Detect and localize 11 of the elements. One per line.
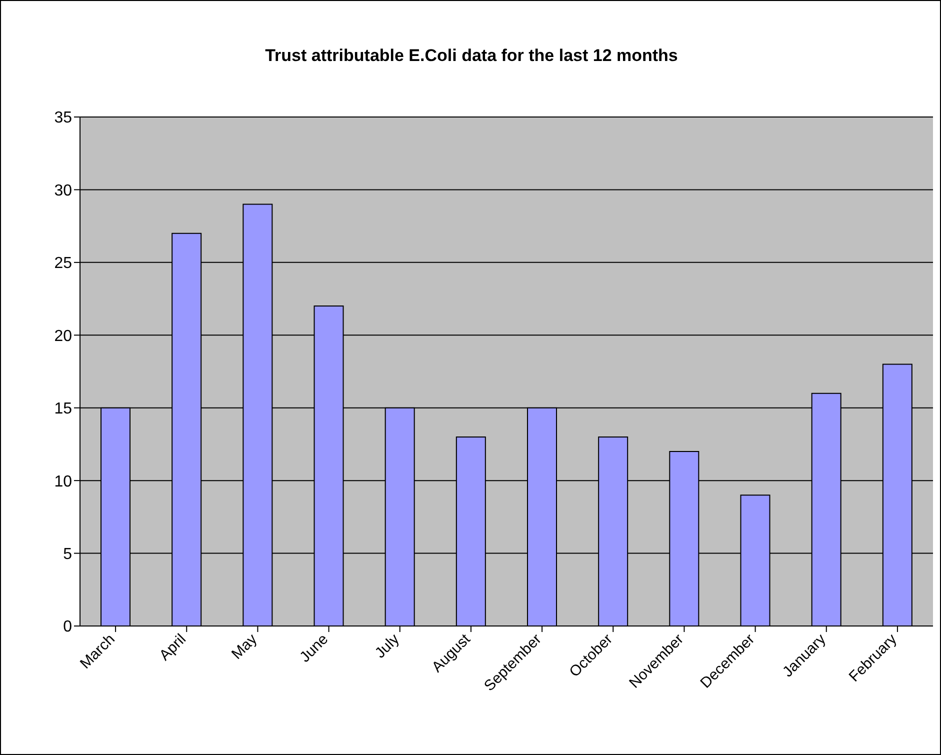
- x-tick-label: May: [228, 630, 261, 663]
- y-tick-label: 30: [54, 182, 72, 200]
- y-tick-label: 10: [54, 473, 72, 490]
- y-tick-label: 35: [54, 110, 72, 127]
- y-tick-label: 25: [54, 255, 72, 272]
- chart-title: Trust attributable E.Coli data for the last 12 months: [264, 46, 679, 66]
- y-tick-label: 0: [63, 618, 72, 636]
- y-tick-label: 20: [54, 328, 72, 345]
- y-tick-label: 15: [54, 400, 72, 418]
- x-tick-label: July: [372, 630, 404, 662]
- y-tick-label: 5: [63, 546, 72, 563]
